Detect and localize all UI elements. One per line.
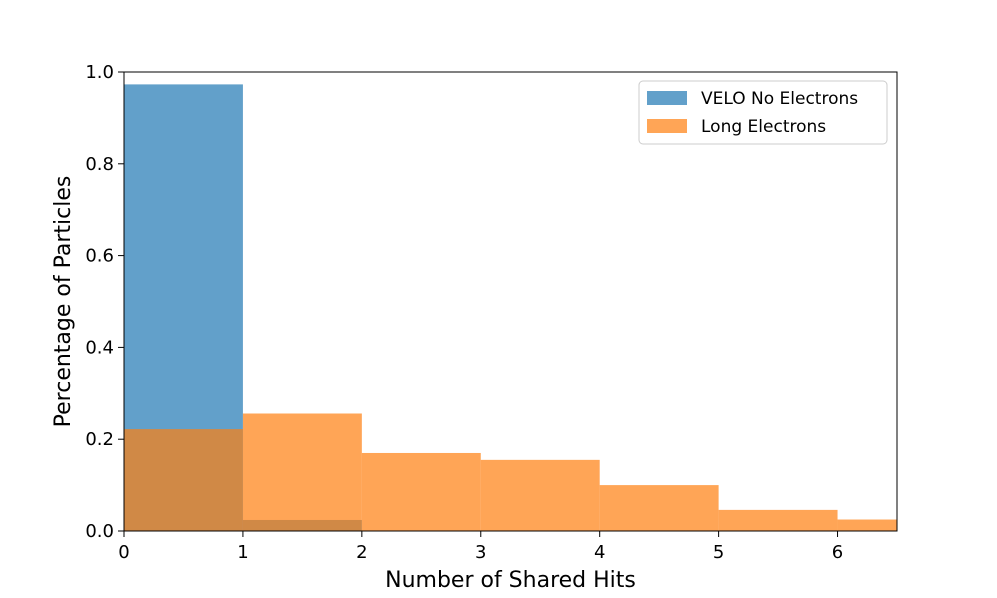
y-tick-label: 0.6 <box>85 246 114 267</box>
axes <box>123 71 898 532</box>
x-tick-label: 1 <box>237 542 248 563</box>
x-tick-label: 2 <box>356 542 367 563</box>
bar-long-electrons-6 <box>837 519 897 531</box>
x-tick-label: 6 <box>832 542 843 563</box>
bar-long-electrons-2 <box>361 452 481 531</box>
y-tick-label: 0.2 <box>85 429 114 450</box>
plot-frame <box>123 71 898 532</box>
x-tick-label: 4 <box>594 542 605 563</box>
bar-long-electrons-5 <box>718 509 838 531</box>
y-tick-label: 1.0 <box>85 62 114 83</box>
legend: VELO No Electrons Long Electrons <box>638 80 888 145</box>
y-tick-label: 0.8 <box>85 154 114 175</box>
y-axis-label: Percentage of Particles <box>51 176 76 428</box>
legend-swatch <box>647 119 687 133</box>
y-axis-ticks: 0.0 0.2 0.4 0.6 0.8 1.0 <box>85 62 124 542</box>
legend-label: VELO No Electrons <box>701 89 858 109</box>
x-tick-label: 0 <box>118 542 129 563</box>
x-axis-ticks: 0 1 2 3 4 5 6 <box>118 531 843 563</box>
bar-long-electrons-1 <box>242 413 362 531</box>
bar-long-electrons-0 <box>124 429 243 531</box>
x-tick-label: 3 <box>475 542 486 563</box>
y-tick-label: 0.4 <box>85 337 114 358</box>
legend-box <box>638 80 888 145</box>
bar-long-electrons-3 <box>480 459 600 531</box>
x-tick-label: 5 <box>713 542 724 563</box>
histogram-bars <box>124 84 897 531</box>
legend-swatch <box>647 91 687 105</box>
bar-long-electrons-4 <box>599 485 719 531</box>
y-tick-label: 0.0 <box>85 521 114 542</box>
legend-label: Long Electrons <box>701 117 826 137</box>
x-axis-label: Number of Shared Hits <box>385 568 636 593</box>
